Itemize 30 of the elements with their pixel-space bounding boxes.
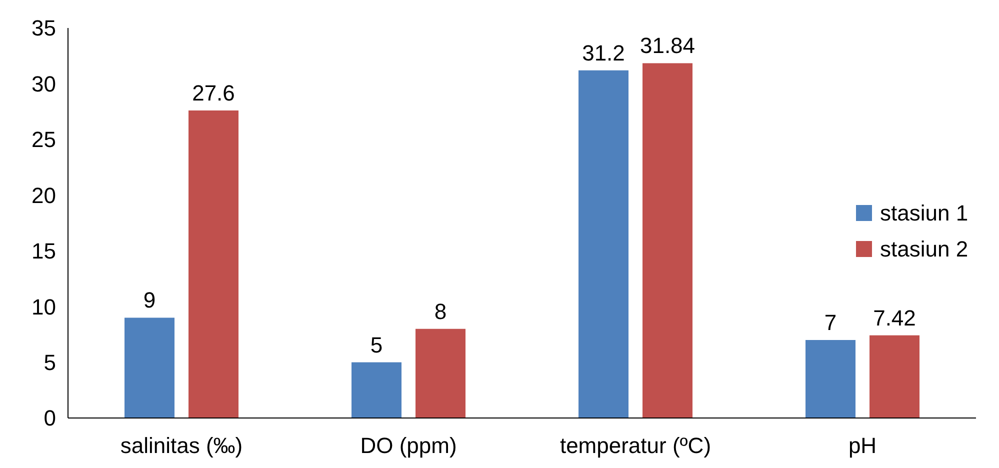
data-label: 31.2 [582,40,625,66]
y-tick-label: 10 [32,294,56,320]
legend-label: stasiun 2 [880,236,968,262]
data-label: 7.42 [873,305,916,330]
y-tick-label: 30 [32,71,56,96]
data-label: 27.6 [192,80,235,106]
data-label: 8 [434,298,447,324]
y-tick-label: 0 [44,406,56,431]
y-tick-label: 20 [32,182,56,208]
bar [416,328,466,418]
y-tick-label: 35 [32,16,56,41]
y-tick-label: 25 [32,127,56,152]
y-tick-label: 5 [44,350,56,375]
x-tick-label: temperatur (ºC) [560,433,712,458]
bar [124,318,174,418]
y-tick-label: 15 [32,238,56,264]
bar [188,110,238,418]
x-tick-label: pH [848,433,877,458]
data-label: 9 [143,288,156,313]
bar [578,70,628,418]
bar [806,340,856,418]
bar [642,63,692,418]
legend-label: stasiun 1 [880,200,968,226]
bar [352,362,402,418]
x-tick-label: salinitas (‰) [120,433,243,458]
data-label: 31.84 [640,33,696,58]
data-label: 7 [824,310,837,335]
x-tick-label: DO (ppm) [360,433,457,458]
data-label: 5 [370,332,383,358]
bar [870,335,920,418]
